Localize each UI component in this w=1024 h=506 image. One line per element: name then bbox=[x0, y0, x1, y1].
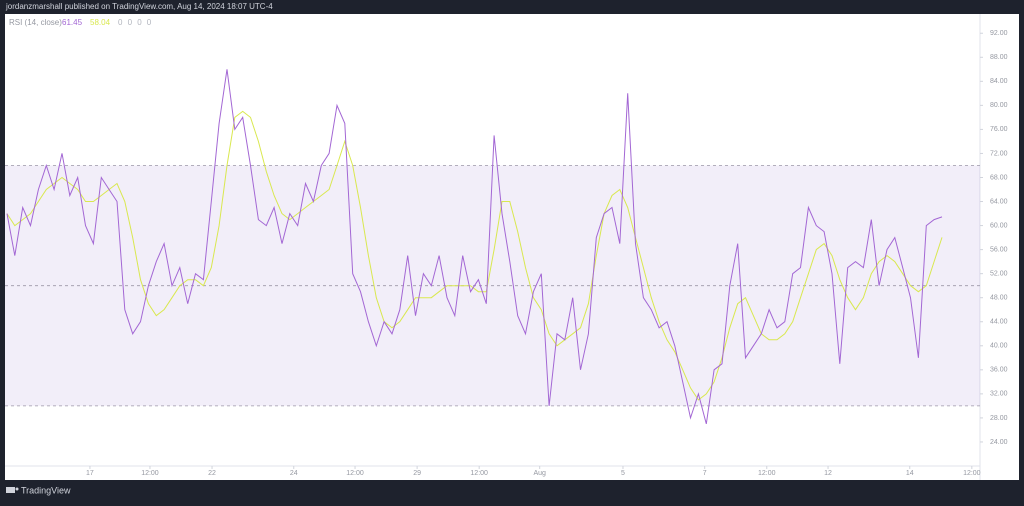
brand: TradingView bbox=[21, 485, 71, 495]
series-line bbox=[6, 69, 943, 425]
x-tick-label: 12:00 bbox=[470, 470, 488, 477]
y-tick-label: 56.00 bbox=[990, 246, 1008, 253]
y-tick-label: 76.00 bbox=[990, 126, 1008, 133]
y-tick-label: 88.00 bbox=[990, 54, 1008, 61]
y-tick-label: 24.00 bbox=[990, 439, 1008, 446]
x-tick-label: 12:00 bbox=[141, 470, 159, 477]
y-tick-label: 28.00 bbox=[990, 415, 1008, 422]
series-line bbox=[6, 110, 943, 401]
legend: RSI (14, close) 61.45 58.04 0 0 0 0 bbox=[9, 18, 152, 27]
legend-value: 61.45 bbox=[62, 18, 83, 27]
y-tick-label: 32.00 bbox=[990, 391, 1008, 398]
logo bbox=[6, 487, 19, 493]
legend-value: 0 bbox=[137, 18, 142, 27]
x-tick-label: 12:00 bbox=[346, 470, 364, 477]
legend-value: 0 bbox=[128, 18, 133, 27]
legend-value: 0 bbox=[118, 18, 123, 27]
legend-label: RSI (14, close) bbox=[9, 18, 62, 27]
y-tick-label: 92.00 bbox=[990, 30, 1008, 37]
y-tick-label: 84.00 bbox=[990, 78, 1008, 85]
legend-value: 58.04 bbox=[90, 18, 111, 27]
legend-value: 0 bbox=[147, 18, 152, 27]
x-tick-label: 12:00 bbox=[963, 470, 981, 477]
x-tick-label: 7 bbox=[703, 470, 707, 477]
x-tick-label: 5 bbox=[621, 470, 625, 477]
x-tick-label: Aug bbox=[533, 470, 546, 477]
y-tick-label: 52.00 bbox=[990, 271, 1008, 278]
x-tick-label: 12:00 bbox=[758, 470, 776, 477]
y-tick-label: 80.00 bbox=[990, 102, 1008, 109]
y-tick-label: 44.00 bbox=[990, 319, 1008, 326]
x-tick-label: 17 bbox=[86, 470, 94, 477]
y-tick-label: 48.00 bbox=[990, 295, 1008, 302]
x-tick-label: 12 bbox=[824, 470, 832, 477]
chart-area bbox=[5, 14, 1019, 480]
x-tick-label: 29 bbox=[413, 470, 421, 477]
y-tick-label: 68.00 bbox=[990, 174, 1008, 181]
x-tick-label: 24 bbox=[290, 470, 298, 477]
y-tick-label: 64.00 bbox=[990, 198, 1008, 205]
y-tick-label: 72.00 bbox=[990, 150, 1008, 157]
x-tick-label: 14 bbox=[906, 470, 914, 477]
y-tick-label: 40.00 bbox=[990, 343, 1008, 350]
x-tick-label: 22 bbox=[208, 470, 216, 477]
y-tick-label: 60.00 bbox=[990, 222, 1008, 229]
header: jordanzmarshall published on TradingView… bbox=[5, 2, 273, 11]
y-tick-label: 36.00 bbox=[990, 367, 1008, 374]
